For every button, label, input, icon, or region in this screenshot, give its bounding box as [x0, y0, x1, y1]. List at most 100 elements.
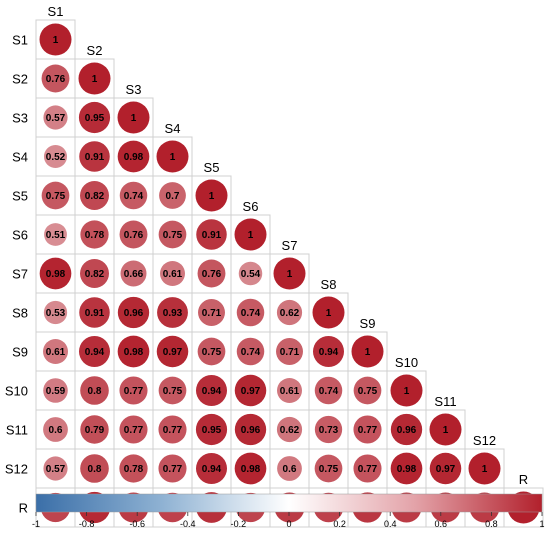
row-label-s10: S10	[5, 384, 28, 399]
value-label-s6-s1: 0.51	[46, 230, 66, 241]
circle-s11-s8	[314, 415, 343, 444]
colorbar-tick-label-3: -0.4	[180, 519, 196, 529]
circle-s10-s9	[353, 376, 382, 405]
value-label-s10-s6: 0.97	[241, 386, 261, 397]
circle-s7-s4	[160, 261, 185, 286]
row-label-s9: S9	[12, 345, 28, 360]
circle-s8-s2	[79, 297, 110, 328]
value-label-s5-s2: 0.82	[85, 191, 105, 202]
value-label-s12-s2: 0.8	[88, 464, 102, 475]
value-label-s4-s2: 0.91	[85, 152, 105, 163]
value-label-s12-s6: 0.98	[241, 464, 261, 475]
circle-s7-s6	[238, 261, 263, 286]
value-label-s5-s3: 0.74	[124, 191, 144, 202]
circle-s4-s4	[156, 140, 189, 173]
row-label-s5: S5	[12, 189, 28, 204]
value-label-s12-s12: 1	[482, 464, 488, 475]
colorbar-tick-label-4: -0.2	[231, 519, 247, 529]
value-label-s3-s2: 0.95	[85, 113, 105, 124]
value-label-s8-s2: 0.91	[85, 308, 105, 319]
value-label-s9-s5: 0.75	[202, 347, 222, 358]
circle-s8-s4	[157, 297, 188, 328]
value-label-s6-s6: 1	[248, 230, 254, 241]
circle-s6-s1	[44, 223, 67, 246]
circle-s10-s4	[158, 376, 187, 405]
value-label-s8-s7: 0.62	[280, 308, 300, 319]
row-label-s7: S7	[12, 267, 28, 282]
col-label-s6: S6	[243, 199, 259, 214]
value-label-s10-s5: 0.94	[202, 386, 222, 397]
value-label-s8-s1: 0.53	[46, 308, 66, 319]
value-label-s10-s9: 0.75	[358, 386, 378, 397]
value-label-s4-s1: 0.52	[46, 152, 66, 163]
circle-s12-s12	[468, 452, 501, 485]
circle-s12-s7	[277, 456, 302, 481]
row-label-s2: S2	[12, 72, 28, 87]
circle-s7-s2	[80, 259, 109, 288]
axis-labels: S1 S1 S2 S2 S3 S3 S4 S4 S5 S5 S6 S6 S7 S7 S8 S8 S9 S9 S10 S…	[5, 4, 528, 516]
value-label-s8-s5: 0.71	[202, 308, 222, 319]
col-label-s8: S8	[321, 277, 337, 292]
circle-s11-s5	[195, 413, 228, 446]
circle-s11-s2	[80, 415, 109, 444]
value-label-s9-s8: 0.94	[319, 347, 339, 358]
col-label-s11: S11	[434, 394, 456, 409]
value-label-s5-s1: 0.75	[46, 191, 66, 202]
circle-s10-s7	[277, 378, 302, 403]
value-label-s11-s4: 0.77	[163, 425, 183, 436]
value-label-s12-s3: 0.78	[124, 464, 144, 475]
circle-s10-s10	[390, 374, 423, 407]
circle-s12-s8	[314, 454, 343, 483]
value-label-s9-s7: 0.71	[280, 347, 300, 358]
row-label-s3: S3	[12, 111, 28, 126]
circle-s5-s4	[159, 182, 186, 209]
col-label-s1: S1	[48, 4, 64, 19]
value-label-s12-s1: 0.57	[46, 464, 66, 475]
col-label-s2: S2	[87, 43, 103, 58]
value-label-s4-s3: 0.98	[124, 152, 144, 163]
colorbar-tick-label-1: -0.8	[79, 519, 95, 529]
circle-s1-s1	[39, 23, 72, 56]
row-label-s1: S1	[12, 33, 28, 48]
value-label-s10-s2: 0.8	[88, 386, 102, 397]
value-label-s11-s5: 0.95	[202, 425, 222, 436]
value-label-s12-s9: 0.77	[358, 464, 378, 475]
circle-s9-s8	[312, 335, 345, 368]
colorbar-tick-label-9: 0.8	[485, 519, 498, 529]
value-label-s5-s5: 1	[209, 191, 215, 202]
circle-s11-s1	[43, 417, 68, 442]
col-label-s4: S4	[165, 121, 181, 136]
circle-s12-s1	[43, 456, 68, 481]
row-label-r: R	[19, 501, 28, 516]
circle-s9-s9	[351, 335, 384, 368]
circle-s12-s5	[195, 452, 228, 485]
value-label-s11-s10: 0.96	[397, 425, 417, 436]
colorbar-tick-label-10: 1	[539, 519, 544, 529]
value-label-s2-s2: 1	[92, 74, 98, 85]
circle-s9-s1	[43, 339, 68, 364]
value-label-s6-s4: 0.75	[163, 230, 183, 241]
circle-s11-s4	[158, 415, 187, 444]
colorbar-tick-label-6: 0.2	[333, 519, 346, 529]
circle-s8-s8	[312, 296, 345, 329]
value-label-s11-s7: 0.62	[280, 425, 300, 436]
circle-s9-s2	[78, 335, 111, 368]
circle-s7-s5	[197, 259, 226, 288]
value-label-s8-s6: 0.74	[241, 308, 261, 319]
circle-s2-s1	[41, 64, 70, 93]
value-label-s11-s3: 0.77	[124, 425, 144, 436]
circle-s10-s6	[234, 374, 267, 407]
circle-s8-s7	[276, 299, 303, 326]
colorbar-tick-label-0: -1	[32, 519, 40, 529]
circle-s11-s9	[353, 415, 382, 444]
value-label-s8-s8: 1	[326, 308, 332, 319]
circle-s9-s3	[117, 335, 150, 368]
value-label-s11-s2: 0.79	[85, 425, 105, 436]
circle-s6-s6	[234, 218, 267, 251]
circle-s11-s3	[119, 415, 148, 444]
col-label-s9: S9	[360, 316, 376, 331]
col-label-s12: S12	[473, 433, 496, 448]
value-label-s6-s2: 0.78	[85, 230, 105, 241]
circle-s5-s1	[41, 181, 70, 210]
col-label-s7: S7	[282, 238, 298, 253]
